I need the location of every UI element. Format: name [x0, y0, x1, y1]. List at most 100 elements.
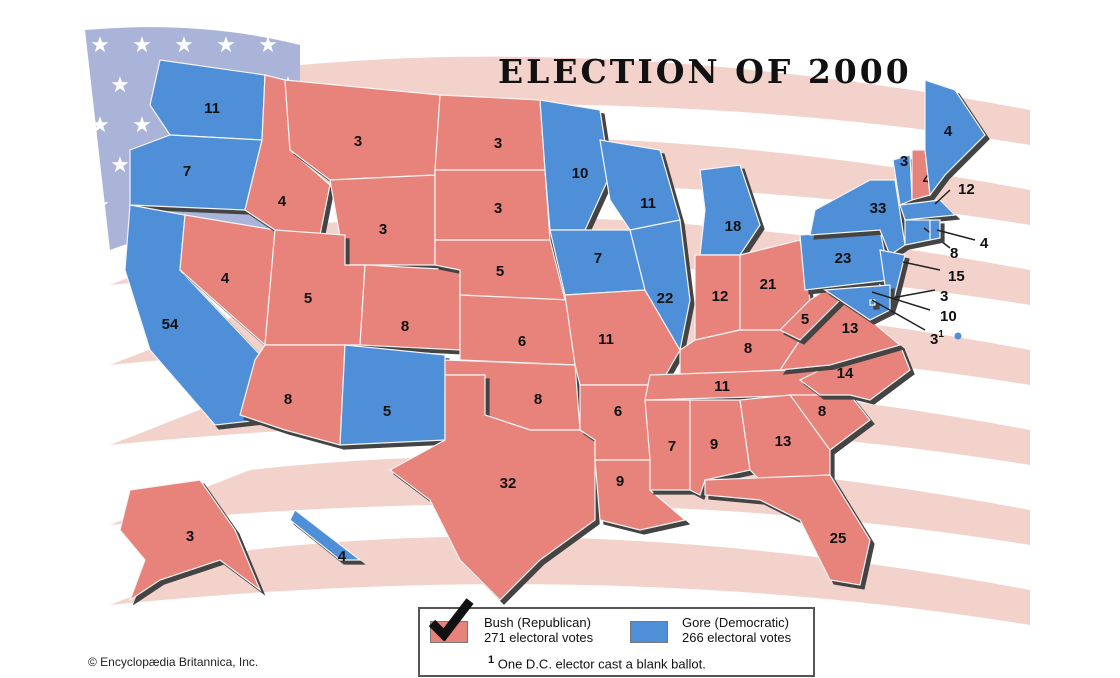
star-icon: ★ — [90, 112, 110, 137]
electoral-votes-label: 8 — [401, 318, 409, 335]
state-md[interactable]: 10 — [823, 284, 957, 325]
state-fl[interactable]: 25 — [704, 474, 871, 586]
callout-line — [871, 291, 931, 311]
state-nc[interactable]: 14 — [798, 344, 911, 401]
electoral-votes-label: 11 — [204, 100, 220, 117]
star-icon: ★ — [90, 192, 110, 217]
electoral-votes-label: 5 — [304, 290, 312, 307]
state-shape[interactable] — [929, 219, 941, 241]
electoral-votes-label: 7 — [594, 250, 602, 267]
star-icon: ★ — [216, 32, 236, 57]
electoral-votes-label: 3 — [494, 135, 502, 152]
gore-votes: 266 electoral votes — [682, 630, 792, 645]
dc-marker — [954, 332, 962, 340]
electoral-votes-label: 3 — [379, 221, 387, 238]
electoral-votes-label: 10 — [572, 165, 589, 182]
electoral-votes-label: 32 — [500, 475, 517, 492]
state-in[interactable]: 12 — [694, 254, 741, 341]
star-icon: ★ — [132, 32, 152, 57]
state-shape[interactable] — [644, 399, 691, 491]
state-tx[interactable]: 32 — [388, 374, 596, 601]
electoral-votes-label: 13 — [775, 433, 792, 450]
state-nj[interactable]: 15 — [879, 249, 965, 297]
state-ms[interactable]: 7 — [644, 399, 691, 491]
state-ak[interactable]: 3 — [119, 479, 262, 602]
state-or[interactable]: 7 — [129, 134, 263, 211]
state-ia[interactable]: 7 — [549, 229, 646, 296]
state-shape[interactable] — [289, 509, 362, 561]
callout-line — [902, 261, 941, 271]
electoral-votes-label: 11 — [714, 378, 730, 395]
electoral-votes-label: 15 — [948, 268, 965, 285]
electoral-votes-label: 3 — [940, 288, 948, 305]
callout-line — [891, 289, 936, 299]
state-wa[interactable]: 11 — [149, 59, 266, 141]
state-nm[interactable]: 5 — [339, 344, 446, 446]
state-pa[interactable]: 23 — [799, 229, 891, 291]
state-shape[interactable] — [339, 344, 446, 446]
state-nd[interactable]: 3 — [434, 94, 546, 171]
electoral-votes-label: 33 — [870, 200, 887, 217]
electoral-votes-label: 54 — [162, 316, 179, 333]
electoral-votes-label: 8 — [284, 391, 292, 408]
state-shape[interactable] — [434, 169, 551, 241]
flag-stripe — [110, 56, 1030, 145]
electoral-votes-label: 4 — [221, 270, 230, 287]
map-title: ELECTION OF 2000 — [498, 52, 912, 91]
electoral-votes-label: 7 — [668, 438, 676, 455]
state-me[interactable]: 4 — [924, 79, 986, 197]
star-icon: ★ — [110, 72, 130, 97]
callout-line — [871, 299, 926, 331]
state-shape[interactable] — [924, 79, 986, 197]
state-shape[interactable] — [129, 134, 263, 211]
electoral-votes-label: 8 — [950, 245, 958, 262]
state-sd[interactable]: 3 — [434, 169, 551, 241]
state-shape[interactable] — [899, 199, 957, 221]
state-ri[interactable]: 4 — [929, 219, 989, 252]
state-shape[interactable] — [388, 374, 596, 601]
state-mn[interactable]: 10 — [539, 99, 611, 231]
electoral-votes-label: 3 — [186, 528, 194, 545]
electoral-votes-label: 3 — [354, 133, 362, 150]
state-shape[interactable] — [798, 344, 911, 401]
electoral-votes-label: 5 — [496, 263, 504, 280]
electoral-votes-label: 5 — [383, 403, 391, 420]
state-shape[interactable] — [434, 94, 546, 171]
electoral-votes-label: 3 — [494, 200, 502, 217]
state-shape[interactable] — [119, 479, 262, 602]
state-wy[interactable]: 3 — [329, 174, 436, 266]
state-shape[interactable] — [359, 264, 461, 351]
state-shape[interactable] — [459, 294, 576, 366]
electoral-votes-label: 8 — [534, 391, 542, 408]
state-shape[interactable] — [904, 219, 931, 246]
state-shape[interactable] — [809, 179, 906, 256]
state-shape[interactable] — [629, 219, 691, 352]
state-il[interactable]: 22 — [629, 219, 691, 352]
footnote: 1 One D.C. elector cast a blank ballot. — [488, 654, 706, 671]
electoral-votes-label: 22 — [657, 290, 674, 307]
star-icon: ★ — [132, 112, 152, 137]
state-shape[interactable] — [704, 474, 871, 586]
electoral-votes-label: 5 — [801, 311, 809, 328]
state-ks[interactable]: 6 — [459, 294, 576, 366]
star-icon: ★ — [174, 32, 194, 57]
copyright: © Encyclopædia Britannica, Inc. — [88, 655, 259, 669]
electoral-votes-label: 12 — [712, 288, 729, 305]
state-hi[interactable]: 4 — [289, 509, 362, 565]
state-dc[interactable]: 31 — [869, 299, 962, 348]
star-icon: ★ — [90, 32, 110, 57]
star-icon: ★ — [110, 152, 130, 177]
electoral-votes-label: 4 — [944, 123, 953, 140]
state-ny[interactable]: 33 — [809, 179, 906, 256]
state-shape[interactable] — [329, 174, 436, 266]
state-co[interactable]: 8 — [359, 264, 461, 351]
callout-line — [934, 189, 951, 205]
electoral-votes-label: 8 — [818, 403, 826, 420]
state-ma[interactable]: 12 — [899, 181, 975, 221]
electoral-votes-label: 13 — [842, 320, 859, 337]
state-shape[interactable] — [823, 284, 891, 321]
electoral-votes-label: 3 — [900, 153, 908, 170]
electoral-votes-label: 4 — [338, 548, 347, 565]
